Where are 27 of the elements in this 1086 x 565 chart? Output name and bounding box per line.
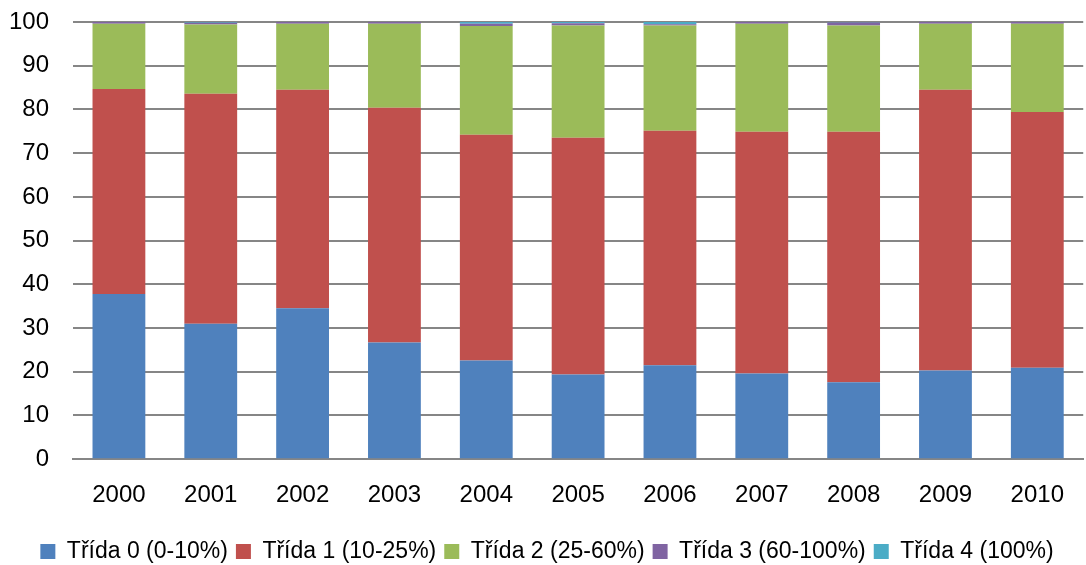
legend-label: Třída 1 (10-25%) xyxy=(262,536,437,563)
legend-label: Třída 4 (100%) xyxy=(900,536,1054,563)
y-tick-label: 50 xyxy=(22,225,49,253)
x-tick-label: 2000 xyxy=(92,480,146,508)
y-tick-label: 80 xyxy=(22,94,49,122)
y-tick-label: 90 xyxy=(22,50,49,78)
x-tick-label: 2006 xyxy=(643,480,697,508)
legend-label: Třída 0 (0-10%) xyxy=(66,536,228,563)
legend-label: Třída 2 (25-60%) xyxy=(470,536,645,563)
y-tick-label: 30 xyxy=(22,312,49,340)
y-tick-label: 40 xyxy=(22,268,49,296)
y-tick-label: 70 xyxy=(22,137,49,165)
x-tick-label: 2009 xyxy=(918,480,973,508)
x-tick-label: 2008 xyxy=(826,480,881,508)
legend-label: Třída 3 (60-100%) xyxy=(679,536,866,563)
x-tick-label: 2002 xyxy=(275,480,330,508)
x-tick-label: 2010 xyxy=(1010,480,1064,508)
x-tick-label: 2001 xyxy=(184,480,238,508)
x-tick-label: 2005 xyxy=(551,480,605,508)
y-tick-label: 10 xyxy=(22,400,49,428)
y-tick-label: 60 xyxy=(22,181,49,209)
x-tick-label: 2003 xyxy=(367,480,422,508)
y-tick-label: 100 xyxy=(8,6,49,34)
x-tick-label: 2004 xyxy=(459,480,513,508)
x-tick-label: 2007 xyxy=(735,480,789,508)
y-tick-label: 20 xyxy=(22,356,49,384)
y-tick-label: 0 xyxy=(35,443,49,471)
